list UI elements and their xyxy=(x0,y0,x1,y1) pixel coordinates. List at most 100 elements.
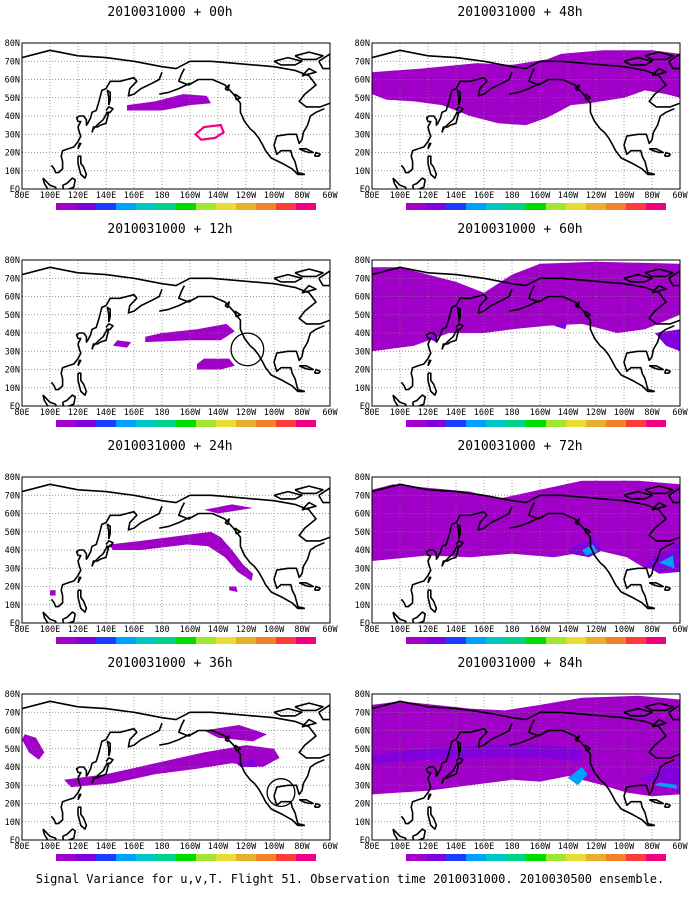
forecast-panel: 2010031000 + 00h 80E 100E 120E 140E 160E 180 16… xyxy=(0,5,340,210)
map-frame xyxy=(21,259,331,407)
coastline xyxy=(651,67,667,77)
coastline xyxy=(455,540,464,548)
colorbar-swatch xyxy=(526,420,546,427)
variance-shading xyxy=(108,531,253,581)
coastline xyxy=(411,394,426,406)
map-plot: 80E 100E 120E 140E 160E 180 160W 140W 120W 100W 80… xyxy=(5,473,339,644)
colorbar-swatch xyxy=(136,203,156,210)
coastline xyxy=(298,148,314,154)
lat-tick-label: 50N xyxy=(5,745,20,755)
colorbar-swatch xyxy=(646,854,666,861)
coastline xyxy=(273,541,325,610)
map-plot: 80E 100E 120E 140E 160E 180 160W 140W 120W 100W 80… xyxy=(5,39,339,210)
colorbar-swatch xyxy=(486,854,506,861)
variance-shading xyxy=(127,94,211,111)
coastline xyxy=(159,516,191,529)
colorbar-swatch xyxy=(176,420,196,427)
lat-tick-label: 70N xyxy=(5,491,20,501)
colorbar-swatch xyxy=(446,203,466,210)
coastline xyxy=(584,744,592,752)
coastline xyxy=(427,359,432,367)
colorbar-swatch xyxy=(506,203,526,210)
colorbar-swatch xyxy=(296,420,316,427)
colorbar-swatch xyxy=(176,637,196,644)
coastline xyxy=(273,273,303,283)
colorbar-swatch xyxy=(56,854,76,861)
lat-tick-label: 10N xyxy=(355,167,370,177)
coastline xyxy=(61,394,76,406)
colorbar-swatch xyxy=(426,203,446,210)
coastline xyxy=(528,719,655,827)
coastline xyxy=(623,273,653,283)
coastline xyxy=(528,502,655,610)
lat-tick-label: 70N xyxy=(5,708,20,718)
lat-tick-label: EQ xyxy=(360,836,370,846)
colorbar-swatch xyxy=(256,420,276,427)
lon-tick-label: 80W xyxy=(294,191,310,201)
coastline xyxy=(623,541,675,610)
coastline xyxy=(178,719,305,827)
coastline xyxy=(77,576,82,584)
coastline xyxy=(427,142,432,150)
lon-tick-label: 160E xyxy=(474,625,494,635)
lat-tick-label: 80N xyxy=(355,690,370,700)
coastline xyxy=(392,394,407,406)
coastline xyxy=(77,793,82,801)
forecast-panel: 2010031000 + 24h 80E 100E 120E 140E 160E 180 16… xyxy=(0,439,340,644)
coastline xyxy=(651,718,667,728)
lon-tick-label: 180 xyxy=(504,842,519,852)
colorbar-swatch xyxy=(546,420,566,427)
coastline xyxy=(159,299,191,312)
coastline xyxy=(105,106,114,114)
lat-tick-label: 70N xyxy=(5,57,20,67)
colorbar-swatch xyxy=(196,854,216,861)
lon-tick-label: 140E xyxy=(96,408,116,418)
coastline xyxy=(441,328,460,350)
lon-tick-label: 120W xyxy=(236,191,257,201)
lat-tick-label: EQ xyxy=(10,185,20,195)
coastline xyxy=(372,700,680,759)
coastline xyxy=(77,589,88,613)
coastline xyxy=(318,53,330,70)
coastline xyxy=(273,490,303,500)
colorbar-swatch xyxy=(646,420,666,427)
coastline xyxy=(427,576,432,584)
colorbar-swatch xyxy=(296,637,316,644)
coastline xyxy=(22,483,330,542)
lat-tick-label: 60N xyxy=(5,76,20,86)
lon-tick-label: 160W xyxy=(180,408,201,418)
coastline xyxy=(91,328,110,350)
lat-tick-label: 50N xyxy=(355,94,370,104)
colorbar-swatch xyxy=(236,637,256,644)
coastline xyxy=(294,485,324,495)
lon-tick-label: 160E xyxy=(124,625,144,635)
figure-caption: Signal Variance for u,v,T. Flight 51. Ob… xyxy=(35,872,665,886)
colorbar-swatch xyxy=(96,854,116,861)
colorbar-swatch xyxy=(216,420,236,427)
coastline xyxy=(77,806,88,830)
lat-tick-label: 10N xyxy=(5,167,20,177)
lat-tick-label: 30N xyxy=(5,564,20,574)
coastline xyxy=(313,151,321,157)
lon-tick-label: 140W xyxy=(558,191,579,201)
colorbar-swatch xyxy=(486,637,506,644)
lon-tick-label: 120W xyxy=(236,842,257,852)
colorbar-swatch xyxy=(406,203,426,210)
lon-tick-label: 120E xyxy=(68,842,88,852)
lat-tick-label: 30N xyxy=(5,347,20,357)
coastline xyxy=(77,142,82,150)
colorbar-swatch xyxy=(136,854,156,861)
colorbar-swatch xyxy=(566,637,586,644)
lon-tick-label: 120E xyxy=(418,408,438,418)
panel-title: 2010031000 + 12h xyxy=(107,222,233,237)
variance-shading xyxy=(568,767,588,786)
coastline xyxy=(273,56,303,66)
coastline xyxy=(400,505,513,608)
lon-tick-label: 60W xyxy=(322,842,338,852)
colorbar-swatch xyxy=(96,637,116,644)
coastline xyxy=(392,177,407,189)
lat-tick-label: 40N xyxy=(355,329,370,339)
map-plot: 80E 100E 120E 140E 160E 180 160W 140W 120W 100W 80… xyxy=(355,690,689,861)
colorbar-swatch xyxy=(56,420,76,427)
coastline xyxy=(301,67,317,77)
